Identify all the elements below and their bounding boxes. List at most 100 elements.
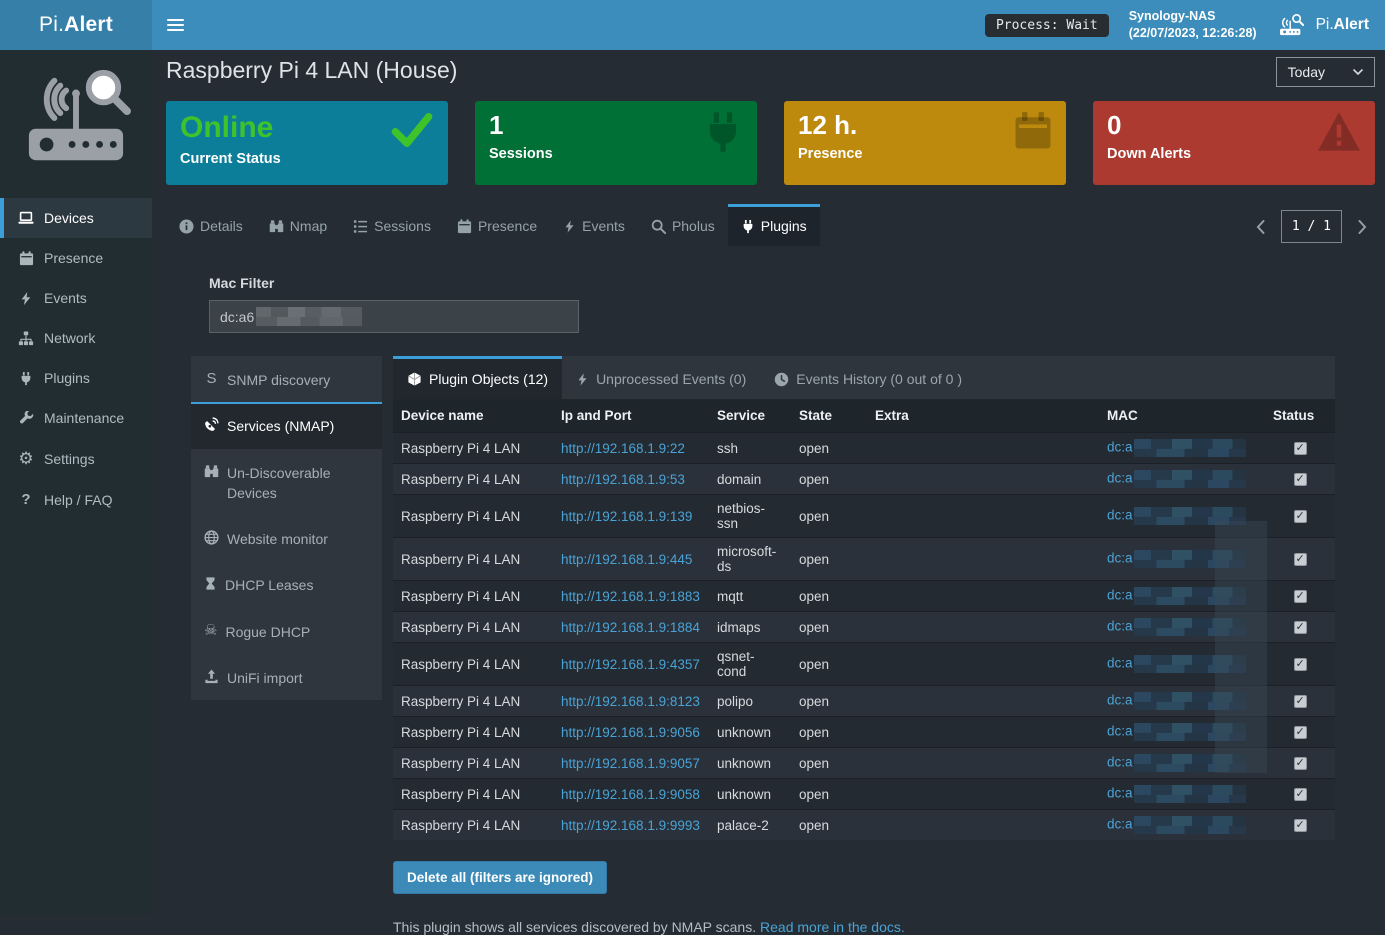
card-sessions: 1 Sessions bbox=[475, 101, 757, 185]
port-link[interactable]: http://192.168.1.9:9058 bbox=[561, 786, 700, 802]
status-checkbox[interactable] bbox=[1293, 509, 1307, 524]
cell-device: Raspberry Pi 4 LAN bbox=[393, 685, 553, 717]
hamburger-menu-button[interactable] bbox=[152, 0, 198, 50]
tab-events-history[interactable]: Events History (0 out of 0 ) bbox=[760, 356, 976, 399]
sidebar: Devices Presence Events Network Plugins … bbox=[0, 50, 152, 914]
tab-plugins[interactable]: Plugins bbox=[727, 204, 820, 246]
tab-pholus[interactable]: Pholus bbox=[638, 204, 728, 246]
col-status: Status bbox=[1265, 399, 1335, 433]
cell-device: Raspberry Pi 4 LAN bbox=[393, 463, 553, 495]
tab-details[interactable]: Details bbox=[166, 204, 256, 246]
table-row: Raspberry Pi 4 LAN http://192.168.1.9:81… bbox=[393, 685, 1335, 717]
status-checkbox[interactable] bbox=[1293, 818, 1307, 833]
table-row: Raspberry Pi 4 LAN http://192.168.1.9:90… bbox=[393, 716, 1335, 748]
status-checkbox[interactable] bbox=[1293, 787, 1307, 802]
port-link[interactable]: http://192.168.1.9:9993 bbox=[561, 817, 700, 833]
bolt-icon bbox=[563, 219, 576, 234]
app-identity[interactable]: Pi.Alert bbox=[1277, 13, 1369, 37]
status-checkbox[interactable] bbox=[1293, 725, 1307, 740]
card-label: Current Status bbox=[180, 151, 281, 167]
plugin-nav-item-dhcp-leases[interactable]: DHCP Leases bbox=[191, 561, 382, 607]
cell-state: open bbox=[791, 580, 867, 612]
plugin-objects-table: Device name Ip and Port Service State Ex… bbox=[393, 399, 1335, 840]
table-row: Raspberry Pi 4 LAN http://192.168.1.9:13… bbox=[393, 494, 1335, 538]
laptop-icon bbox=[17, 210, 35, 226]
table-row: Raspberry Pi 4 LAN http://192.168.1.9:18… bbox=[393, 611, 1335, 643]
brand-logo[interactable]: Pi. Alert bbox=[0, 0, 152, 50]
cell-service: unknown bbox=[709, 778, 791, 810]
sidebar-item-events[interactable]: Events bbox=[0, 278, 152, 318]
port-link[interactable]: http://192.168.1.9:139 bbox=[561, 508, 693, 524]
sidebar-item-settings[interactable]: ⚙ Settings bbox=[0, 438, 152, 479]
prev-page-button[interactable] bbox=[1252, 212, 1269, 242]
port-link[interactable]: http://192.168.1.9:22 bbox=[561, 440, 685, 456]
status-checkbox[interactable] bbox=[1293, 694, 1307, 709]
table-row: Raspberry Pi 4 LAN http://192.168.1.9:18… bbox=[393, 580, 1335, 612]
plugin-nav-item-unifi-import[interactable]: UniFi import bbox=[191, 654, 382, 700]
sidebar-item-network[interactable]: Network bbox=[0, 318, 152, 358]
cell-service: unknown bbox=[709, 716, 791, 748]
status-checkbox[interactable] bbox=[1293, 620, 1307, 635]
binoculars-icon bbox=[269, 219, 284, 234]
port-link[interactable]: http://192.168.1.9:4357 bbox=[561, 656, 700, 672]
port-link[interactable]: http://192.168.1.9:9057 bbox=[561, 755, 700, 771]
plugin-nav-item-website-monitor[interactable]: Website monitor bbox=[191, 515, 382, 561]
cell-state: open bbox=[791, 642, 867, 686]
tab-label: Nmap bbox=[289, 218, 328, 234]
status-checkbox[interactable] bbox=[1293, 552, 1307, 567]
mac-prefix: dc:a bbox=[1107, 723, 1133, 739]
cell-service: idmaps bbox=[709, 611, 791, 643]
port-link[interactable]: http://192.168.1.9:1884 bbox=[561, 619, 700, 635]
status-checkbox[interactable] bbox=[1293, 657, 1307, 672]
redacted-mac bbox=[1133, 754, 1246, 772]
tab-events[interactable]: Events bbox=[550, 204, 638, 246]
status-checkbox[interactable] bbox=[1293, 756, 1307, 771]
wrench-icon bbox=[17, 410, 35, 426]
cell-extra bbox=[867, 463, 1099, 495]
mac-filter: Mac Filter dc:a6 bbox=[209, 275, 1375, 333]
port-link[interactable]: http://192.168.1.9:53 bbox=[561, 471, 685, 487]
sitemap-icon bbox=[17, 330, 35, 346]
col-service: Service bbox=[709, 399, 791, 433]
cell-extra bbox=[867, 747, 1099, 779]
sidebar-item-presence[interactable]: Presence bbox=[0, 238, 152, 278]
cell-state: open bbox=[791, 778, 867, 810]
port-link[interactable]: http://192.168.1.9:1883 bbox=[561, 588, 700, 604]
docs-link[interactable]: Read more in the docs. bbox=[760, 919, 905, 935]
port-link[interactable]: http://192.168.1.9:445 bbox=[561, 551, 693, 567]
plugin-nav-item-rogue-dhcp[interactable]: ☠ Rogue DHCP bbox=[191, 608, 382, 654]
plugin-nav-item-services-nmap[interactable]: Services (NMAP) bbox=[191, 402, 382, 449]
chevron-down-icon bbox=[1353, 69, 1363, 75]
delete-all-button[interactable]: Delete all (filters are ignored) bbox=[393, 861, 608, 894]
status-checkbox[interactable] bbox=[1293, 472, 1307, 487]
status-checkbox[interactable] bbox=[1293, 589, 1307, 604]
sidebar-item-maintenance[interactable]: Maintenance bbox=[0, 398, 152, 438]
tab-unprocessed-events[interactable]: Unprocessed Events (0) bbox=[562, 356, 760, 399]
table-row: Raspberry Pi 4 LAN http://192.168.1.9:22… bbox=[393, 432, 1335, 464]
mac-filter-input[interactable]: dc:a6 bbox=[209, 300, 579, 333]
info-icon bbox=[179, 218, 194, 234]
cell-mac: dc:a bbox=[1099, 685, 1265, 717]
sidebar-item-devices[interactable]: Devices bbox=[0, 198, 152, 238]
brand-prefix: Pi. bbox=[39, 13, 65, 36]
next-page-button[interactable] bbox=[1354, 212, 1371, 242]
table-row: Raspberry Pi 4 LAN http://192.168.1.9:90… bbox=[393, 747, 1335, 779]
sidebar-item-plugins[interactable]: Plugins bbox=[0, 358, 152, 398]
plugin-nav-item-undiscoverable-devices[interactable]: Un-Discoverable Devices bbox=[191, 449, 382, 516]
period-dropdown[interactable]: Today bbox=[1275, 57, 1375, 87]
mac-filter-value: dc:a6 bbox=[220, 308, 255, 325]
cell-mac: dc:a bbox=[1099, 716, 1265, 748]
port-link[interactable]: http://192.168.1.9:9056 bbox=[561, 724, 700, 740]
cell-service: polipo bbox=[709, 685, 791, 717]
tab-sessions[interactable]: Sessions bbox=[340, 204, 444, 246]
tab-plugin-objects[interactable]: Plugin Objects (12) bbox=[393, 356, 563, 399]
bolt-icon bbox=[17, 291, 35, 306]
port-link[interactable]: http://192.168.1.9:8123 bbox=[561, 693, 700, 709]
cell-state: open bbox=[791, 809, 867, 840]
sidebar-item-help[interactable]: ? Help / FAQ bbox=[0, 479, 152, 520]
tab-nmap[interactable]: Nmap bbox=[256, 204, 340, 246]
status-checkbox[interactable] bbox=[1293, 441, 1307, 456]
tab-presence[interactable]: Presence bbox=[444, 204, 550, 246]
tab-label: Plugins bbox=[760, 218, 807, 234]
plugin-nav-item-snmp-discovery[interactable]: S SNMP discovery bbox=[191, 356, 382, 402]
